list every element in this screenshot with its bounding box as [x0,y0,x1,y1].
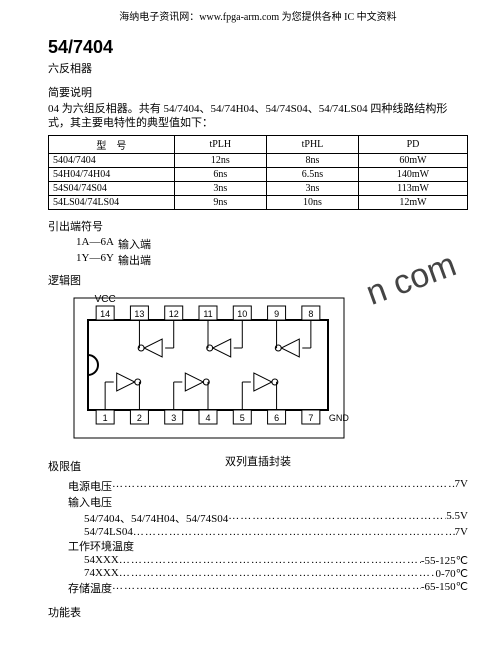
svg-text:5: 5 [240,413,245,423]
brief-text-block: 04 为六组反相器。共有 54/7404、54/74H04、54/74S04、5… [48,102,468,131]
svg-text:VCC: VCC [95,294,116,305]
table-cell: 12ns [174,153,266,167]
table-row: 54LS04/74LS049ns10ns12mW [49,195,468,209]
rating-line: 电源电压………………………………………………………………………………………………… [48,478,468,494]
svg-text:12: 12 [169,309,179,319]
rating-dots: …………………………………………………………………………………………………………… [228,510,446,526]
pin-symbol: 1A—6A [48,236,118,252]
table-cell: 113mW [359,181,468,195]
table-row: 5404/740412ns8ns60mW [49,153,468,167]
part-number: 54/7404 [48,37,468,58]
rating-dots: …………………………………………………………………………………………………………… [133,526,455,538]
brief-text: 04 为六组反相器。共有 54/7404、54/74H04、54/74S04、5… [48,102,468,131]
table-cell: 3ns [174,181,266,195]
table-cell: 12mW [359,195,468,209]
table-cell: 54LS04/74LS04 [49,195,175,209]
rating-label: 54/7404、54/74H04、54/74S04 [84,510,228,526]
rating-label: 54XXX [84,554,119,567]
pin-row: 1A—6A输入端 [48,236,468,252]
table-cell: 60mW [359,153,468,167]
table-cell: 8ns [266,153,358,167]
subtitle: 六反相器 [48,60,468,76]
spec-col-header: tPHL [266,135,358,153]
package-caption: 双列直插封装 [48,453,468,469]
table-cell: 10ns [266,195,358,209]
svg-text:8: 8 [308,309,313,319]
rating-value: 7V [455,478,468,494]
rating-line: 54/74LS04…………………………………………………………………………………… [48,526,468,538]
rating-label: 存储温度 [68,580,112,596]
rating-dots: …………………………………………………………………………………………………………… [112,478,455,494]
rating-line: 工作环境温度 [48,538,468,554]
rating-line: 54XXX……………………………………………………………………………………………… [48,554,468,567]
rating-label: 电源电压 [68,478,112,494]
rating-line: 54/7404、54/74H04、54/74S04………………………………………… [48,510,468,526]
rating-dots: …………………………………………………………………………………………………………… [119,567,436,580]
table-row: 54H04/74H046ns6.5ns140mW [49,167,468,181]
table-cell: 6.5ns [266,167,358,181]
svg-text:6: 6 [274,413,279,423]
rating-line: 74XXX……………………………………………………………………………………………… [48,567,468,580]
rating-line: 存储温度………………………………………………………………………………………………… [48,580,468,596]
svg-text:2: 2 [137,413,142,423]
pin-desc: 输入端 [118,236,151,252]
brief-heading: 简要说明 [48,84,468,100]
svg-text:10: 10 [237,309,247,319]
pin-symbol: 1Y—6Y [48,252,118,268]
spec-table: 型 号tPLHtPHLPD 5404/740412ns8ns60mW54H04/… [48,135,468,210]
rating-value: 5.5V [446,510,468,526]
svg-text:14: 14 [100,309,110,319]
func-heading: 功能表 [48,604,468,620]
rating-line: 输入电压 [48,494,468,510]
svg-text:GND: GND [329,413,350,423]
rating-label: 工作环境温度 [68,538,134,554]
rating-value: 7V [455,526,468,538]
max-ratings: 电源电压………………………………………………………………………………………………… [48,478,468,596]
spec-col-header: PD [359,135,468,153]
rating-label: 74XXX [84,567,119,580]
table-row: 54S04/74S043ns3ns113mW [49,181,468,195]
svg-text:11: 11 [203,309,212,319]
table-cell: 3ns [266,181,358,195]
logic-heading: 逻辑图 [48,272,468,288]
rating-label: 输入电压 [68,494,112,510]
spec-col-header: tPLH [174,135,266,153]
rating-value: 0-70℃ [435,567,468,580]
table-cell: 6ns [174,167,266,181]
table-cell: 9ns [174,195,266,209]
svg-text:9: 9 [274,309,279,319]
pin-row: 1Y—6Y输出端 [48,252,468,268]
svg-text:13: 13 [134,309,144,319]
rating-value: -55-125℃ [421,554,468,567]
table-cell: 54H04/74H04 [49,167,175,181]
pins-block: 1A—6A输入端1Y—6Y输出端 [48,236,468,268]
rating-value: -65-150℃ [421,580,468,596]
logic-diagram-area: n com 1413121110981234567VCCGND 双列直插封装 [48,290,468,454]
rating-dots: …………………………………………………………………………………………………………… [112,580,421,596]
svg-text:4: 4 [205,413,210,423]
pin-desc: 输出端 [118,252,151,268]
svg-text:7: 7 [308,413,313,423]
site-header: 海纳电子资讯网：www.fpga-arm.com 为您提供各种 IC 中文资料 [48,8,468,23]
table-cell: 140mW [359,167,468,181]
table-cell: 5404/7404 [49,153,175,167]
chip-diagram: 1413121110981234567VCCGND [48,290,368,448]
spec-col-header: 型 号 [49,135,175,153]
table-cell: 54S04/74S04 [49,181,175,195]
rating-label: 54/74LS04 [84,526,133,538]
rating-dots: …………………………………………………………………………………………………………… [119,554,421,567]
svg-text:1: 1 [103,413,108,423]
svg-text:3: 3 [171,413,176,423]
pins-heading: 引出端符号 [48,218,468,234]
